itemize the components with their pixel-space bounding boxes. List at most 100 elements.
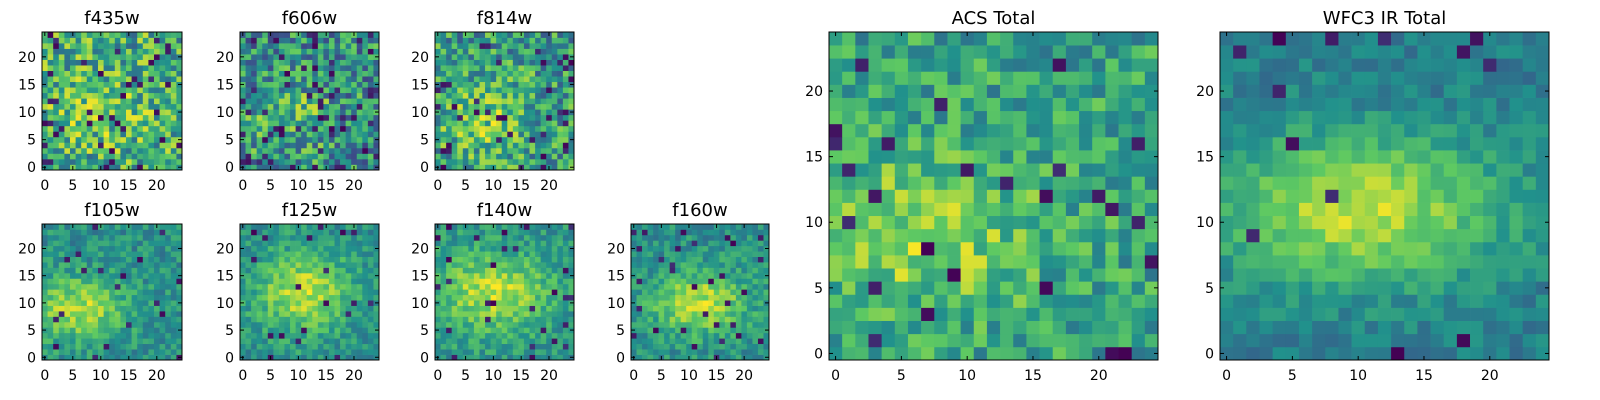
heatmap-cell xyxy=(154,256,160,263)
heatmap-cell xyxy=(256,327,263,334)
heatmap-cell xyxy=(70,48,76,55)
heatmap-cell xyxy=(245,81,252,88)
heatmap-cell xyxy=(245,354,252,361)
heatmap-cell xyxy=(507,147,514,154)
heatmap-cell xyxy=(757,229,764,236)
heatmap-cell xyxy=(686,327,693,334)
heatmap-cell xyxy=(512,131,519,138)
heatmap-cell xyxy=(973,241,988,256)
heatmap-cell xyxy=(148,300,155,306)
heatmap-cell xyxy=(746,289,753,296)
heatmap-cell xyxy=(362,109,369,116)
heatmap-cell xyxy=(546,278,553,285)
heatmap-cell xyxy=(741,229,748,236)
heatmap-cell xyxy=(473,327,480,334)
heatmap-cell xyxy=(351,81,358,88)
heatmap-cell xyxy=(763,289,770,296)
heatmap-cell xyxy=(557,158,564,165)
heatmap-cell xyxy=(170,65,177,71)
heatmap-cell xyxy=(557,136,564,143)
heatmap-cell xyxy=(176,256,183,263)
heatmap-cell xyxy=(142,54,149,60)
heatmap-cell xyxy=(735,245,742,252)
heatmap-cell xyxy=(485,147,491,154)
heatmap-cell xyxy=(518,283,525,290)
heatmap-cell xyxy=(468,59,475,66)
heatmap-cell xyxy=(462,267,469,274)
heatmap-cell xyxy=(92,70,99,77)
heatmap-cell xyxy=(367,251,374,257)
heatmap-cell xyxy=(340,59,346,66)
heatmap-cell xyxy=(512,349,519,355)
heatmap-cell xyxy=(529,305,536,312)
heatmap-cell xyxy=(170,267,177,274)
heatmap-cell xyxy=(719,283,726,290)
heatmap-cell xyxy=(451,343,458,350)
heatmap-cell xyxy=(262,76,269,83)
heatmap-cell xyxy=(1013,320,1027,335)
heatmap-cell xyxy=(373,48,380,55)
heatmap-cell xyxy=(557,98,564,105)
heatmap-cell xyxy=(669,251,676,257)
heatmap-cell xyxy=(479,43,486,49)
heatmap-cell xyxy=(306,59,313,66)
heatmap-cell xyxy=(658,272,665,279)
heatmap-cell xyxy=(126,65,132,71)
heatmap-cell xyxy=(546,142,553,149)
heatmap-cell xyxy=(273,158,280,165)
heatmap-cell xyxy=(81,92,88,99)
heatmap-cells xyxy=(42,224,183,361)
heatmap-cell xyxy=(881,268,896,282)
heatmap-cell xyxy=(75,278,82,285)
heatmap-cell xyxy=(154,305,160,312)
heatmap-cell xyxy=(907,163,922,177)
heatmap-cell xyxy=(251,32,258,38)
heatmap-cell xyxy=(251,343,258,350)
heatmap-cell xyxy=(507,283,514,290)
heatmap-cell xyxy=(245,54,252,60)
heatmap-cell xyxy=(512,48,519,55)
heatmap-cell xyxy=(512,76,519,83)
heatmap-cell xyxy=(362,354,369,361)
heatmap-cell xyxy=(114,76,121,83)
y-tick-label: 15 xyxy=(607,269,625,285)
heatmap-cell xyxy=(1079,294,1093,308)
heatmap-cell xyxy=(735,343,742,350)
heatmap-cell xyxy=(53,283,60,290)
heatmap-cell xyxy=(1118,268,1133,282)
heatmap-cell xyxy=(86,256,93,263)
heatmap-cell xyxy=(468,131,475,138)
heatmap-cell xyxy=(868,307,882,321)
heatmap-cell xyxy=(894,320,909,335)
heatmap-cell xyxy=(251,164,258,171)
heatmap-cell xyxy=(131,245,138,252)
heatmap-cell xyxy=(446,125,453,132)
heatmap-cell xyxy=(529,289,536,296)
heatmap-cell xyxy=(103,158,110,165)
heatmap-cell xyxy=(557,48,564,55)
heatmap-cell xyxy=(1000,320,1014,335)
heatmap-cell xyxy=(126,136,132,143)
heatmap-cell xyxy=(518,272,525,279)
heatmap-cell xyxy=(451,278,458,285)
heatmap-cell xyxy=(290,103,296,110)
heatmap-cell xyxy=(669,262,676,268)
heatmap-cell xyxy=(98,48,104,55)
heatmap-cell xyxy=(440,234,447,241)
heatmap-cell xyxy=(763,229,770,236)
heatmap-cell xyxy=(328,65,335,71)
heatmap-cell xyxy=(47,120,54,127)
heatmap-cell xyxy=(636,262,643,268)
heatmap-cell xyxy=(546,240,553,247)
heatmap-cell xyxy=(306,37,313,44)
heatmap-cell xyxy=(757,234,764,241)
heatmap-cell xyxy=(647,289,654,296)
heatmap-cell xyxy=(295,338,302,345)
heatmap-cell xyxy=(137,59,144,66)
heatmap-cell xyxy=(535,103,541,110)
heatmap-cell xyxy=(278,142,285,149)
heatmap-cell xyxy=(546,125,553,132)
heatmap-cell xyxy=(757,278,764,285)
heatmap-cell xyxy=(451,332,458,339)
heatmap-cell xyxy=(1026,333,1040,348)
